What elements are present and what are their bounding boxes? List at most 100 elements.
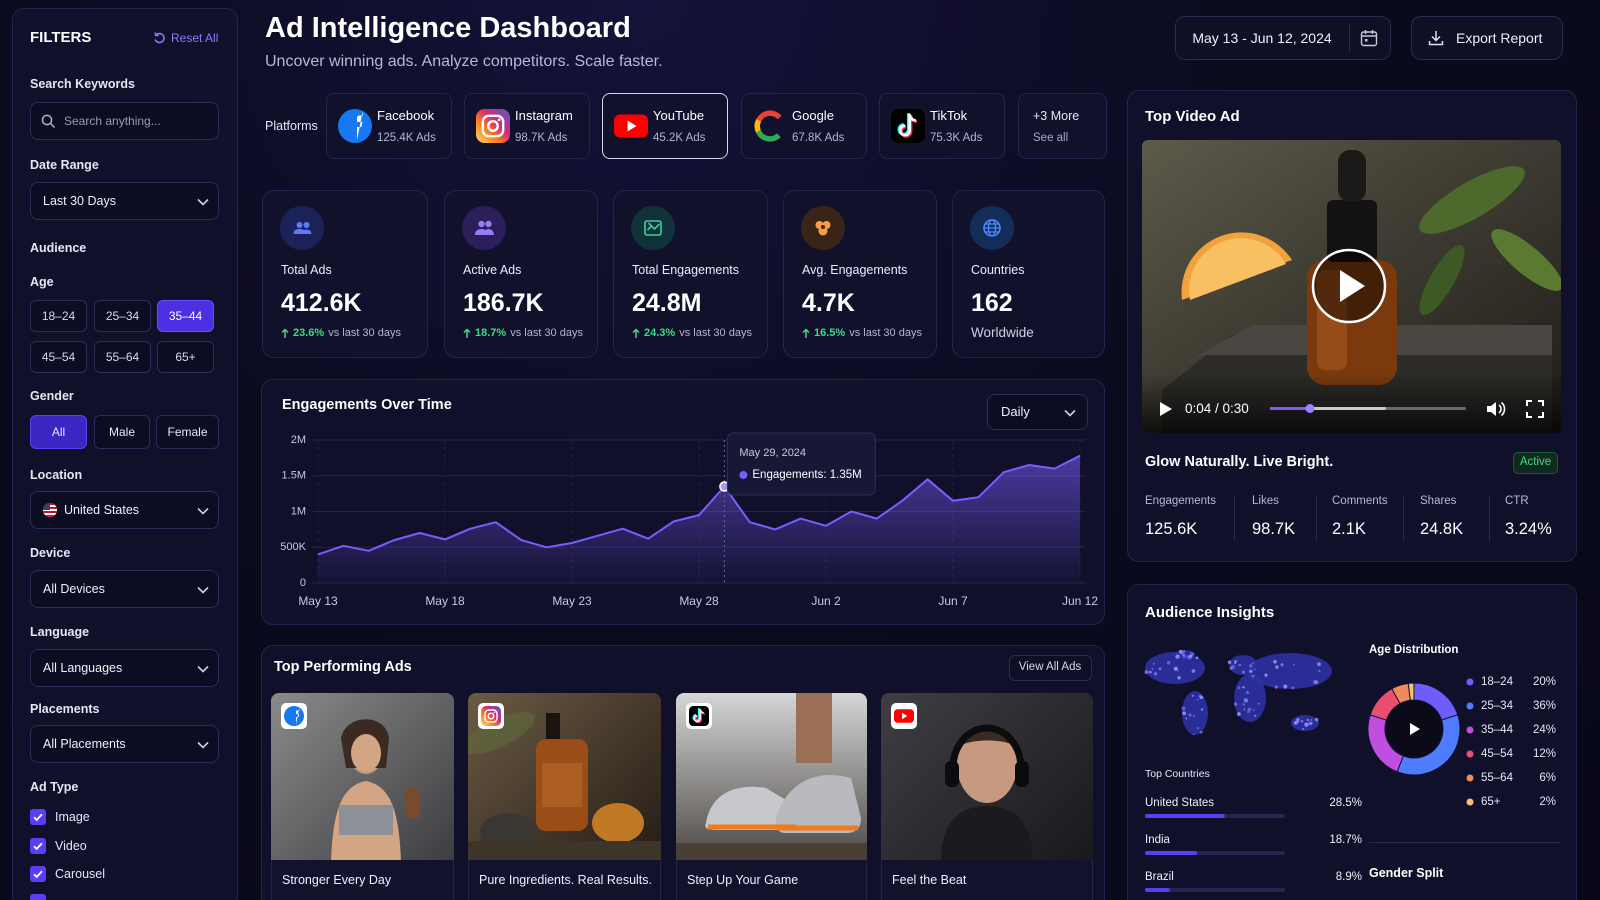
kpi-change: 24.3% xyxy=(644,327,676,339)
decoration xyxy=(1340,270,1365,302)
platform-card[interactable] xyxy=(326,93,452,159)
kpi-value: 186.7K xyxy=(463,289,544,317)
decoration xyxy=(1182,691,1208,735)
date_range-select[interactable] xyxy=(30,182,219,220)
up-arrow xyxy=(632,328,640,338)
decoration xyxy=(1251,662,1254,664)
ad-title: Stronger Every Day xyxy=(282,872,392,887)
age-chip[interactable] xyxy=(30,300,87,332)
up-arrow xyxy=(463,328,471,338)
decoration xyxy=(1249,664,1253,668)
panel-title: Top Performing Ads xyxy=(274,659,412,676)
placements-select[interactable] xyxy=(30,725,219,763)
decoration xyxy=(1234,662,1237,665)
granularity-select[interactable] xyxy=(987,394,1088,430)
decoration xyxy=(43,515,57,517)
decoration xyxy=(1189,238,1286,300)
view-all-label: View All Ads xyxy=(1018,661,1082,674)
search-input[interactable] xyxy=(30,102,219,140)
ad-image xyxy=(468,693,661,860)
decoration xyxy=(33,842,43,851)
kpi-change-row: 24.3% vs last 30 days xyxy=(632,326,752,340)
decoration xyxy=(1237,712,1241,716)
stat-label: CTR xyxy=(1505,495,1529,508)
platform-more[interactable] xyxy=(1018,93,1107,159)
ad-headline: Glow Naturally. Live Bright. xyxy=(1145,454,1334,471)
more-link: See all xyxy=(1033,132,1069,145)
platform-name: Facebook xyxy=(377,108,435,124)
age-chip[interactable] xyxy=(30,341,87,373)
decoration xyxy=(30,866,46,882)
ad-platform-badge xyxy=(478,703,504,729)
decoration xyxy=(1247,710,1250,714)
decoration xyxy=(644,220,662,236)
decoration xyxy=(1275,665,1279,669)
decoration xyxy=(1243,708,1246,711)
gender-option[interactable] xyxy=(30,415,87,449)
decoration xyxy=(1246,691,1250,694)
platform-ads: 125.4K Ads xyxy=(377,132,436,145)
language-select[interactable] xyxy=(30,649,219,687)
decoration xyxy=(481,706,501,726)
field-label: Location xyxy=(30,467,83,482)
video-play xyxy=(1159,401,1173,417)
ad-title: Pure Ingredients. Real Results. xyxy=(479,872,653,887)
decoration xyxy=(476,109,510,143)
platform-card[interactable] xyxy=(741,93,867,159)
kpi-label: Total Engagements xyxy=(632,262,740,277)
platform-ads: 98.7K Ads xyxy=(515,132,568,145)
stat-divider xyxy=(1489,495,1490,541)
chevron xyxy=(197,507,209,515)
decoration xyxy=(281,703,307,729)
stat-divider xyxy=(1403,495,1404,541)
decoration xyxy=(1428,31,1444,46)
decoration xyxy=(1160,402,1172,416)
field-label: Ad Type xyxy=(30,779,79,794)
reset-all[interactable]: Reset All xyxy=(171,30,219,45)
age-chip[interactable] xyxy=(157,341,214,373)
date-range-picker[interactable] xyxy=(1175,16,1391,60)
decoration xyxy=(476,109,510,143)
kpi-change-row: 18.7% vs last 30 days xyxy=(463,326,583,340)
kpi-value: 162 xyxy=(971,289,1013,317)
gender-option[interactable] xyxy=(156,415,219,449)
age-chip[interactable] xyxy=(94,300,151,332)
platform-logo xyxy=(753,109,787,143)
kpi-period: vs last 30 days xyxy=(849,327,922,339)
decoration xyxy=(1196,727,1200,730)
view-all-button[interactable] xyxy=(1009,655,1092,681)
decoration xyxy=(281,328,289,338)
decoration xyxy=(43,503,57,517)
stat-value: 125.6K xyxy=(1145,520,1198,539)
decoration xyxy=(542,763,582,807)
chevron xyxy=(1064,409,1076,417)
decoration xyxy=(481,706,501,726)
decoration xyxy=(1199,730,1203,734)
gender-option[interactable] xyxy=(94,415,150,449)
decoration xyxy=(271,693,454,860)
decoration xyxy=(1015,761,1029,787)
chevron xyxy=(197,586,209,594)
decoration xyxy=(1199,695,1204,700)
decoration xyxy=(1188,713,1192,717)
decoration xyxy=(1235,660,1238,662)
decoration xyxy=(646,222,661,231)
age-chip[interactable] xyxy=(94,341,151,373)
decoration xyxy=(1227,660,1232,664)
checkbox-label: Carousel xyxy=(55,866,106,881)
decoration xyxy=(197,665,209,673)
device-select[interactable] xyxy=(30,570,219,608)
age-chip[interactable] xyxy=(157,300,214,332)
decoration xyxy=(1252,709,1255,711)
location-select[interactable] xyxy=(30,491,219,529)
decoration xyxy=(1153,672,1158,676)
field-label: Gender xyxy=(30,388,74,403)
kpi-icon xyxy=(970,206,1014,250)
decoration xyxy=(754,110,782,142)
checkbox xyxy=(30,838,46,854)
date-range-text: May 13 - Jun 12, 2024 xyxy=(1192,29,1332,46)
decoration xyxy=(689,706,709,726)
decoration xyxy=(487,120,499,132)
up-arrow xyxy=(802,328,810,338)
decoration xyxy=(30,838,46,854)
